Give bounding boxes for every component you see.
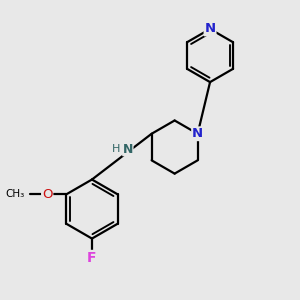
Text: H: H xyxy=(112,144,120,154)
Text: O: O xyxy=(42,188,52,201)
Text: N: N xyxy=(192,127,203,140)
Text: CH₃: CH₃ xyxy=(5,189,25,199)
Text: F: F xyxy=(87,251,97,265)
Text: N: N xyxy=(205,22,216,35)
Text: N: N xyxy=(123,143,133,156)
